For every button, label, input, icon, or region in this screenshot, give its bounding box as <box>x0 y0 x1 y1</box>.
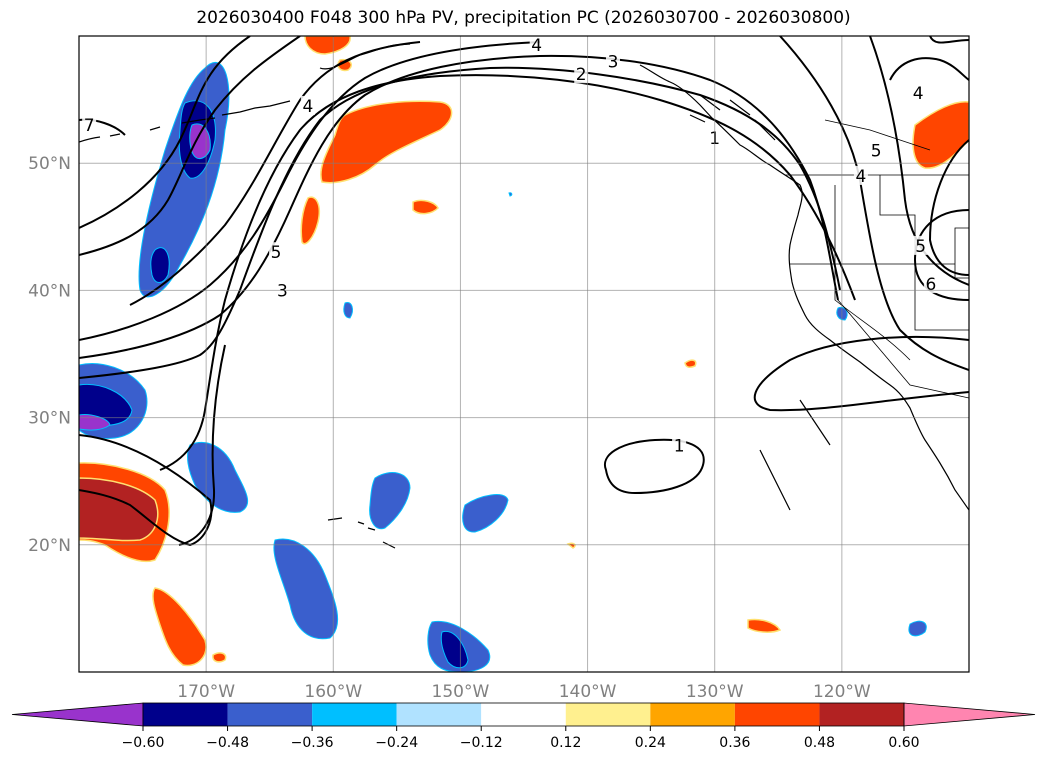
lon-label: 120°W <box>813 682 871 702</box>
lat-label: 30°N <box>28 409 71 429</box>
contour-label-bg <box>923 274 938 294</box>
colorbar-extend-low <box>11 702 144 727</box>
political-boundaries <box>785 119 969 399</box>
lon-label: 160°W <box>304 682 362 702</box>
contour-label: 2 <box>576 65 587 85</box>
contour-label-bg <box>913 235 928 255</box>
contour-label-bg <box>869 140 884 160</box>
contour-label: 4 <box>302 97 313 117</box>
contour-label: 1 <box>674 437 685 457</box>
colorbar-tick-label: 0.48 <box>804 735 835 751</box>
colorbar-tick-label: −0.60 <box>122 735 165 751</box>
precip-positive-areas <box>79 36 969 667</box>
colorbar-box <box>734 703 820 726</box>
lat-label: 50°N <box>28 154 71 174</box>
colorbar-box <box>565 703 651 726</box>
lat-label: 40°N <box>28 281 71 301</box>
contour-label: 4 <box>531 36 542 56</box>
contour-label-bg <box>269 242 284 262</box>
map-background <box>79 36 969 672</box>
colorbar: −0.60 −0.48 −0.36 −0.24 −0.12 0.12 0.24 0.36 0.4… <box>11 702 1036 751</box>
colorbar-box <box>650 703 735 726</box>
contour-label: 4 <box>856 167 867 187</box>
contour-label: 6 <box>925 275 936 295</box>
contour-label-bg <box>574 64 589 84</box>
colorbar-box <box>481 703 566 726</box>
colorbar-tick-label: 0.24 <box>635 735 666 751</box>
colorbar-tick-label: 0.12 <box>550 735 581 751</box>
gridlines <box>79 36 969 672</box>
contour-label-bg <box>853 165 868 185</box>
lon-label: 130°W <box>686 682 744 702</box>
colorbar-box <box>143 703 228 726</box>
lon-label: 140°W <box>559 682 617 702</box>
colorbar-frame <box>142 702 905 727</box>
longitude-labels: 170°W 160°W 150°W 140°W 130°W 120°W <box>177 682 871 702</box>
lat-label: 20°N <box>28 536 71 556</box>
contour-label-bg <box>672 435 687 455</box>
contour-label-bg <box>82 115 97 135</box>
pv-contours <box>79 36 969 547</box>
contour-label-bg <box>606 51 620 71</box>
contour-label: 7 <box>84 116 95 136</box>
colorbar-tick-label: −0.48 <box>206 735 249 751</box>
latitude-labels: 50°N 40°N 30°N 20°N <box>28 154 71 556</box>
contour-label: 5 <box>271 243 282 263</box>
contour-label: 4 <box>913 84 924 104</box>
colorbar-tick-label: 0.36 <box>719 735 750 751</box>
chart-title: 2026030400 F048 300 hPa PV, precipitatio… <box>196 8 851 28</box>
map-frame <box>78 35 970 673</box>
contour-label-bg <box>529 36 544 54</box>
colorbar-tick-label: −0.36 <box>291 735 334 751</box>
colorbar-box <box>396 703 482 726</box>
contour-label: 3 <box>608 52 619 72</box>
colorbar-tick-label: 0.60 <box>888 735 919 751</box>
lon-label: 150°W <box>432 682 490 702</box>
contour-label: 5 <box>871 141 882 161</box>
contour-label: 3 <box>277 281 288 301</box>
colorbar-tick-label: −0.24 <box>375 735 418 751</box>
contour-label-bg <box>911 83 926 103</box>
colorbar-extend-high <box>903 702 1036 727</box>
contour-label: 5 <box>915 237 926 257</box>
colorbar-box <box>312 703 397 726</box>
colorbar-box <box>227 703 313 726</box>
contour-label-bg <box>300 95 315 115</box>
colorbar-box <box>819 703 904 726</box>
colorbar-tick-label: −0.12 <box>460 735 503 751</box>
lon-label: 170°W <box>177 682 235 702</box>
